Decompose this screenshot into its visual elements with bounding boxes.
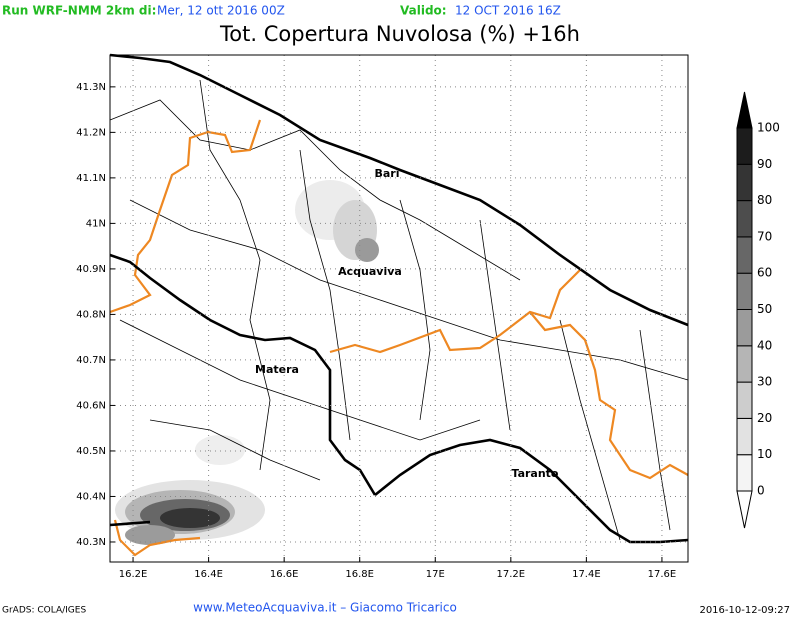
colorbar-box (736, 345, 753, 383)
region-borders (109, 119, 689, 557)
map-layer: Bari Acquaviva Matera Taranto (109, 53, 689, 563)
footer-right: 2016-10-12-09:27 (699, 605, 790, 616)
x-tick-label: 17E (426, 569, 445, 580)
chart-title: Tot. Copertura Nuvolosa (%) +16h (219, 22, 580, 46)
x-tick-label: 16.8E (345, 569, 374, 580)
x-tick-label: 16.6E (270, 569, 299, 580)
valid-label: Valido: (400, 4, 447, 18)
colorbar-label: 80 (757, 193, 772, 207)
colorbar-label: 50 (757, 302, 772, 316)
city-labels: Bari Acquaviva Matera Taranto (255, 167, 559, 480)
colorbar-cap (736, 91, 753, 129)
grid (110, 55, 688, 562)
colorbar-label: 40 (757, 338, 772, 352)
city-label: Matera (255, 363, 299, 376)
y-tick-label: 41N (86, 218, 106, 229)
map-frame (109, 54, 689, 563)
y-tick-label: 40.6N (76, 400, 106, 411)
colorbar-label: 10 (757, 447, 772, 461)
colorbar-box (736, 454, 753, 492)
colorbar-box (736, 163, 753, 202)
footer-center: www.MeteoAcquaviva.it – Giacomo Tricaric… (193, 601, 457, 615)
y-tick-label: 40.9N (76, 264, 106, 275)
colorbar-box (736, 381, 753, 419)
city-label: Bari (374, 167, 399, 180)
run-label: Run WRF-NMM 2km di: (2, 4, 156, 18)
y-tick-label: 40.4N (76, 491, 106, 502)
map-background (110, 55, 688, 562)
y-tick-label: 40.3N (76, 537, 106, 548)
colorbar-box (736, 417, 753, 456)
cloud-cover (115, 180, 379, 545)
colorbar-label: 60 (757, 266, 772, 280)
colorbar-box (736, 236, 753, 274)
colorbar-box (736, 127, 753, 165)
x-tick-label: 16.4E (194, 569, 223, 580)
colorbar-label: 20 (757, 411, 772, 425)
run-date: Mer, 12 ott 2016 00Z (157, 4, 285, 18)
colorbar-box (736, 200, 753, 238)
colorbar-label: 100 (757, 121, 780, 135)
city-label: Taranto (511, 467, 558, 480)
x-tick-label: 16.2E (119, 569, 148, 580)
colorbar-label: 30 (757, 375, 772, 389)
colorbar-label: 0 (757, 484, 765, 498)
colorbar-cap (736, 490, 753, 529)
valid-date: 12 OCT 2016 16Z (455, 4, 561, 18)
colorbar-box (736, 309, 753, 347)
x-tick-label: 17.6E (648, 569, 677, 580)
footer-left: GrADS: COLA/IGES (2, 606, 86, 616)
city-label: Acquaviva (338, 265, 402, 278)
colorbar-label: 70 (757, 229, 772, 243)
y-tick-label: 41.1N (76, 173, 106, 184)
colorbar: 0 10 20 30 40 50 60 70 80 90 100 (736, 91, 780, 529)
colorbar-box (736, 272, 753, 311)
y-tick-label: 40.5N (76, 446, 106, 457)
x-tick-label: 17.4E (572, 569, 601, 580)
x-tick-label: 17.2E (497, 569, 526, 580)
colorbar-label: 90 (757, 157, 772, 171)
y-tick-label: 40.8N (76, 309, 106, 320)
y-tick-label: 41.2N (76, 127, 106, 138)
y-tick-label: 40.7N (76, 355, 106, 366)
y-tick-label: 41.3N (76, 82, 106, 93)
